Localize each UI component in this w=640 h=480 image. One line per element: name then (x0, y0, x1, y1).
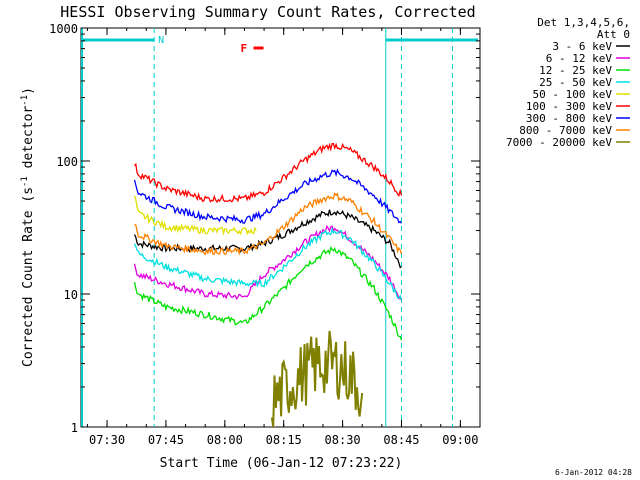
x-tick-label-6: 09:00 (442, 433, 478, 447)
x-tick-label-4: 08:30 (325, 433, 361, 447)
series-line-6 (133, 168, 403, 224)
y-axis-label-sup2: -1 (20, 95, 30, 106)
y-axis-label: Corrected Count Rate (s-1 detector-1) (20, 87, 36, 367)
y-tick-label-0: 1 (71, 421, 78, 435)
x-tick-label-3: 08:15 (266, 433, 302, 447)
series-line-4 (133, 195, 257, 236)
y-axis-label-main: Corrected Count Rate (s (21, 187, 36, 367)
series-line-2 (133, 246, 403, 341)
x-tick-label-0: 07:30 (89, 433, 125, 447)
axes: 07:30 07:45 08:00 08:15 08:30 08:45 09:00 1 10 10… (49, 22, 481, 447)
legend-label-1: 6 - 12 keV (546, 52, 613, 65)
flare-marker-label: F (241, 42, 248, 55)
legend-label-6: 300 - 800 keV (526, 112, 612, 125)
chart-title: HESSI Observing Summary Count Rates, Cor… (60, 3, 475, 21)
series-line-1 (133, 224, 403, 301)
y-axis-label-end: ) (21, 87, 36, 95)
series-line-3 (133, 226, 403, 301)
y-tick-label-2: 100 (56, 155, 78, 169)
y-tick-label-1: 10 (64, 288, 78, 302)
x-tick-label-2: 08:00 (207, 433, 243, 447)
plot-area: NF (81, 28, 478, 428)
footer-date: 6-Jan-2012 04:28 (555, 468, 632, 477)
x-tick-label-1: 07:45 (148, 433, 184, 447)
legend-label-7: 800 - 7000 keV (519, 124, 612, 137)
x-axis-label: Start Time (06-Jan-12 07:23:22) (160, 456, 403, 471)
night-marker-label: N (158, 35, 164, 46)
series-line-5 (134, 142, 403, 204)
legend-label-4: 50 - 100 keV (533, 88, 613, 101)
legend-label-0: 3 - 6 keV (552, 40, 612, 53)
legend-header-line2: Att 0 (597, 28, 630, 41)
legend-label-5: 100 - 300 keV (526, 100, 612, 113)
legend-label-8: 7000 - 20000 keV (506, 136, 612, 149)
legend-header-line1: Det 1,3,4,5,6, (537, 16, 630, 29)
x-tick-label-5: 08:45 (383, 433, 419, 447)
series-line-7 (134, 191, 403, 256)
y-axis-label-sup1: -1 (20, 176, 30, 187)
legend-label-3: 25 - 50 keV (539, 76, 612, 89)
y-tick-label-3: 1000 (49, 22, 78, 36)
legend-label-2: 12 - 25 keV (539, 64, 612, 77)
series-line-8 (270, 330, 364, 428)
y-axis-label-mid: detector (21, 106, 36, 177)
